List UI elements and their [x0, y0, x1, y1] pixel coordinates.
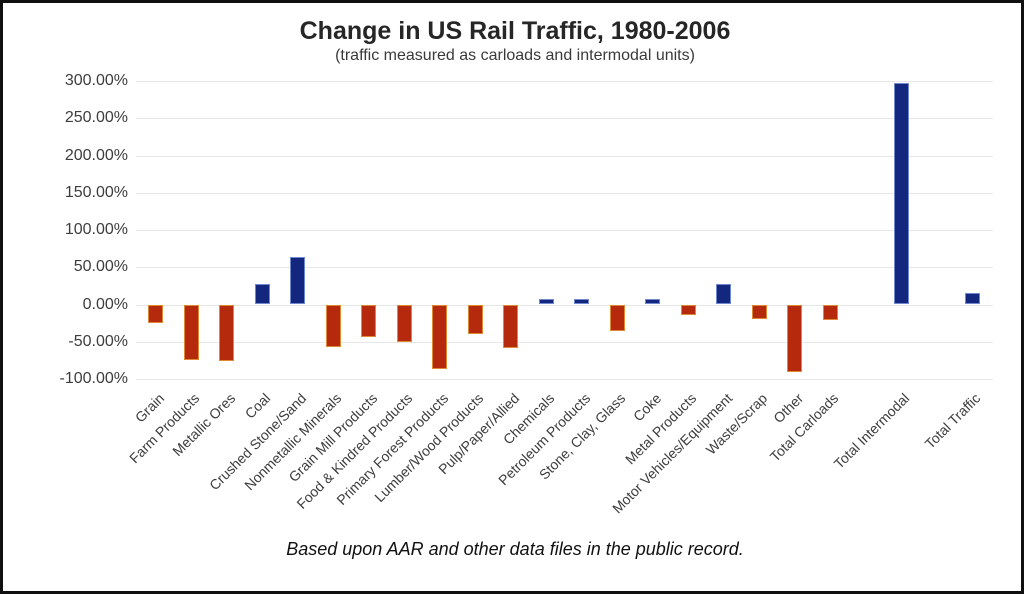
bar-grain [148, 304, 163, 324]
bar-crushed-stone-sand [290, 256, 305, 305]
y-tick-label: 300.00% [64, 72, 128, 89]
bar-lumber-wood-products [467, 304, 483, 334]
bar-total-traffic [964, 293, 980, 305]
y-tick-label: 150.00% [64, 183, 128, 201]
bar-food-kindred-products [396, 304, 412, 343]
gridline-150 [136, 192, 993, 194]
source-note: Based upon AAR and other data files in t… [286, 539, 744, 559]
bar-grain-mill-products [361, 304, 376, 337]
gridline-50 [136, 267, 993, 269]
y-tick-label: 0.00% [82, 295, 128, 313]
y-tick-label: -50.00% [68, 332, 128, 350]
chart-title: Change in US Rail Traffic, 1980-2006 [299, 17, 731, 45]
gridline-250 [136, 118, 993, 120]
bar-petroleum-products [574, 299, 589, 305]
bar-metal-products [680, 304, 696, 315]
bar-metallic-ores [219, 304, 234, 362]
y-tick-label: 200.00% [64, 146, 128, 164]
bar-stone-clay-glass [609, 304, 625, 332]
bar-primary-forest-products [432, 304, 447, 370]
y-tick-label: 250.00% [64, 109, 128, 127]
chart-subtitle: (traffic measured as carloads and interm… [335, 47, 695, 64]
bar-total-intermodal [893, 83, 909, 305]
gridline--50 [136, 341, 993, 343]
bar-coke [645, 298, 660, 305]
bar-total-carloads [822, 304, 838, 321]
gridline-0 [136, 304, 993, 306]
y-tick-label: 100.00% [64, 221, 128, 238]
gridline-100 [136, 230, 993, 231]
bar-waste-scrap [751, 304, 767, 320]
bar-chemicals [538, 299, 554, 305]
bar-other [787, 304, 802, 372]
bar-pulp-paper-allied [503, 304, 518, 349]
bar-coal [254, 283, 270, 305]
gridline-300 [136, 81, 993, 82]
bar-nonmetallic-minerals [325, 304, 341, 347]
gridline--100 [136, 379, 993, 380]
plot-area [136, 81, 993, 380]
y-tick-label: 50.00% [73, 258, 128, 276]
y-tick-label: -100.00% [59, 370, 129, 387]
gridline-200 [136, 155, 993, 157]
bar-motor-vehicles-equipment [716, 283, 731, 305]
bar-farm-products [183, 304, 199, 361]
